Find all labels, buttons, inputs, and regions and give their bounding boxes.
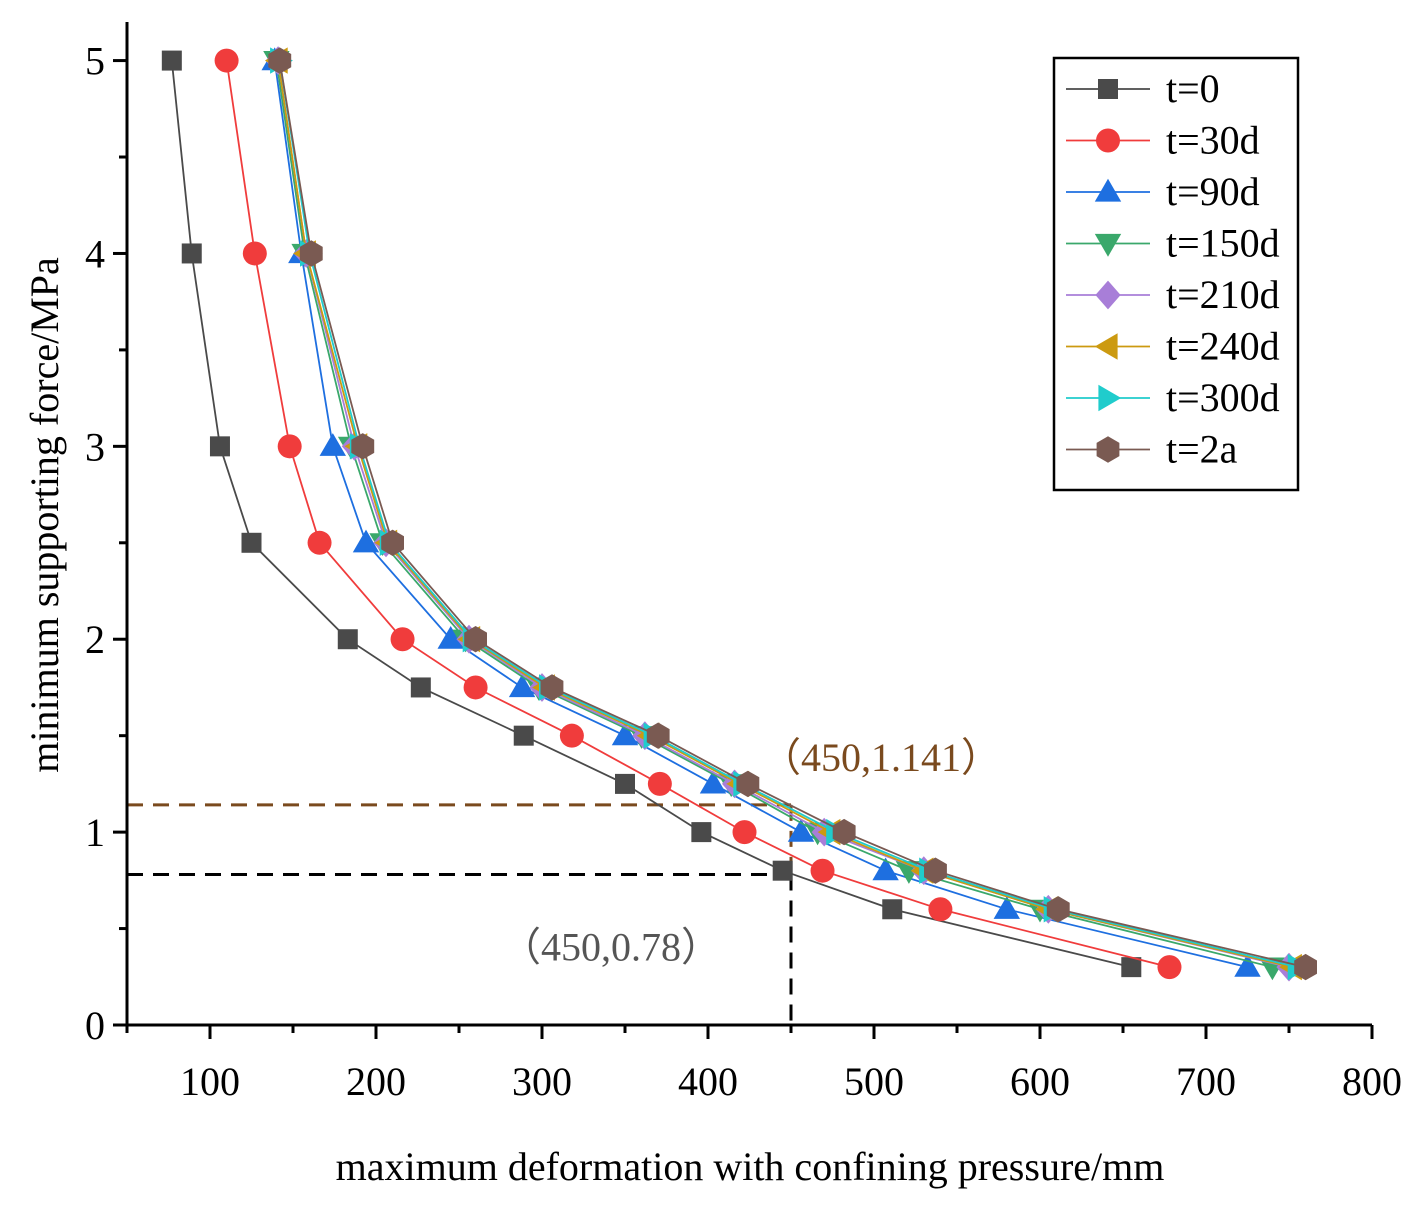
x-tick-label: 300 bbox=[512, 1059, 572, 1104]
data-point bbox=[924, 857, 947, 884]
legend-label: t=2a bbox=[1166, 427, 1238, 472]
data-point bbox=[647, 771, 672, 796]
annotation-layer: （450,1.141） （450,0.78） bbox=[501, 735, 1001, 970]
series-line bbox=[278, 60, 1298, 968]
data-point bbox=[691, 822, 712, 843]
data-point bbox=[351, 433, 375, 460]
data-point bbox=[736, 770, 760, 798]
data-point bbox=[410, 677, 431, 698]
legend-marker bbox=[1096, 128, 1120, 153]
data-point bbox=[181, 243, 202, 264]
data-point bbox=[1121, 957, 1142, 978]
series-line bbox=[225, 60, 1170, 968]
data-point bbox=[772, 860, 793, 881]
data-point bbox=[242, 241, 267, 266]
data-point bbox=[508, 674, 536, 698]
data-point bbox=[787, 818, 815, 842]
data-point bbox=[319, 433, 346, 456]
data-point bbox=[732, 820, 757, 845]
data-point bbox=[307, 530, 332, 555]
data-point bbox=[615, 773, 635, 794]
x-tick-label: 100 bbox=[180, 1059, 240, 1104]
annotation-upper: （450,1.141） bbox=[761, 735, 1001, 780]
data-point bbox=[299, 240, 323, 267]
data-point bbox=[832, 818, 856, 846]
data-point bbox=[381, 529, 404, 556]
data-point bbox=[277, 434, 302, 459]
data-point bbox=[161, 50, 182, 71]
data-point bbox=[390, 627, 415, 652]
y-tick-label: 1 bbox=[85, 810, 105, 855]
data-point bbox=[699, 770, 727, 794]
y-axis-label: minimum supporting force/MPa bbox=[22, 257, 67, 773]
data-point bbox=[337, 629, 358, 650]
x-tick-label: 700 bbox=[1176, 1059, 1236, 1104]
series-line bbox=[278, 60, 1306, 968]
data-point bbox=[1294, 953, 1317, 981]
series-line bbox=[170, 60, 1132, 968]
series-t=2a bbox=[268, 47, 1317, 981]
legend-label: t=30d bbox=[1166, 118, 1260, 163]
legend-label: t=210d bbox=[1166, 272, 1280, 317]
data-point bbox=[993, 896, 1020, 919]
x-tick-label: 600 bbox=[1010, 1059, 1070, 1104]
data-point bbox=[928, 897, 953, 922]
data-point bbox=[463, 675, 488, 700]
data-point bbox=[872, 857, 899, 881]
legend-label: t=90d bbox=[1166, 169, 1260, 214]
data-point bbox=[559, 723, 584, 748]
legend: t=0 t=30d t=90d t=150d t=210d t=240d t=300d t=2… bbox=[1052, 56, 1300, 492]
data-point bbox=[214, 48, 239, 73]
x-tick-label: 400 bbox=[678, 1059, 738, 1104]
data-point bbox=[464, 626, 487, 653]
data-point bbox=[611, 722, 639, 746]
legend-label: t=240d bbox=[1166, 324, 1280, 369]
legend-marker bbox=[1098, 79, 1118, 99]
data-point bbox=[540, 674, 564, 701]
data-point bbox=[810, 858, 835, 883]
axes bbox=[125, 22, 1372, 1027]
data-point bbox=[241, 532, 262, 553]
data-point bbox=[209, 436, 230, 457]
series-t=0 bbox=[161, 50, 1142, 978]
x-tick-label: 500 bbox=[844, 1059, 904, 1104]
x-axis-label: maximum deformation with confining press… bbox=[336, 1144, 1165, 1189]
data-point bbox=[268, 47, 292, 74]
y-tick-label: 0 bbox=[85, 1003, 105, 1048]
y-tick-label: 2 bbox=[85, 617, 105, 662]
x-tick-label: 800 bbox=[1342, 1059, 1402, 1104]
x-tick-label: 200 bbox=[346, 1059, 406, 1104]
tick-layer: 100 200 300 400 500 600 700 800 0 1 2 3 4 5 bbox=[85, 39, 1402, 1104]
legend-marker bbox=[1094, 233, 1122, 257]
legend-marker bbox=[1094, 333, 1118, 360]
legend-marker bbox=[1098, 384, 1122, 412]
legend-label: t=0 bbox=[1166, 66, 1220, 111]
data-point bbox=[352, 529, 380, 553]
legend-marker bbox=[1094, 178, 1122, 202]
data-point bbox=[646, 722, 670, 749]
legend-label: t=300d bbox=[1166, 375, 1280, 420]
data-point bbox=[437, 626, 464, 649]
data-point bbox=[882, 899, 903, 920]
data-point bbox=[1046, 896, 1070, 923]
legend-box bbox=[1052, 56, 1300, 492]
legend-label: t=150d bbox=[1166, 221, 1280, 266]
annotation-lower: （450,0.78） bbox=[501, 925, 721, 970]
legend-marker bbox=[1095, 280, 1121, 310]
data-point bbox=[1234, 953, 1261, 977]
data-point bbox=[1157, 955, 1182, 980]
data-point bbox=[513, 725, 534, 746]
series-t=30d bbox=[214, 48, 1182, 980]
legend-marker bbox=[1096, 436, 1120, 463]
y-tick-label: 4 bbox=[85, 231, 105, 276]
y-tick-label: 3 bbox=[85, 424, 105, 469]
y-tick-label: 5 bbox=[85, 39, 105, 84]
series-layer bbox=[161, 46, 1317, 982]
